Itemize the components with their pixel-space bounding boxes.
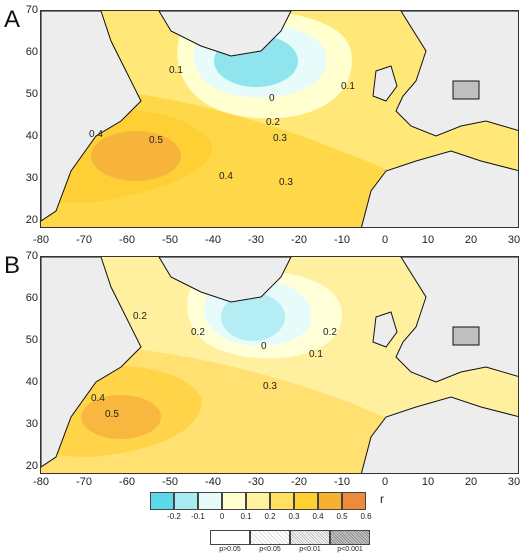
- colorbar-swatch: [342, 492, 366, 510]
- contour-label: 0.1: [341, 81, 355, 92]
- y-tick: 20: [25, 214, 38, 226]
- x-tick: 20: [464, 476, 478, 488]
- y-tick: 60: [25, 292, 38, 304]
- colorbar-swatch: [198, 492, 222, 510]
- x-tick: -30: [248, 476, 264, 488]
- contour-max: [91, 131, 181, 181]
- x-tick: 20: [464, 234, 478, 246]
- x-tick: -60: [119, 234, 135, 246]
- x-tick: -20: [291, 476, 307, 488]
- y-tick: 40: [25, 376, 38, 388]
- contour-label: 0.3: [263, 381, 277, 392]
- x-tick: -40: [205, 234, 221, 246]
- map-a: 0.1 0 0.1 0.2 0.3 0.4 0.5 0.4 0.3: [40, 10, 519, 228]
- y-tick: 70: [25, 250, 38, 262]
- contour-label: 0.5: [105, 409, 119, 420]
- contour-label: 0: [269, 93, 275, 104]
- colorbar-unit: r: [380, 492, 384, 506]
- colorbar-label: 0.3: [288, 512, 300, 521]
- x-tick: -70: [76, 476, 92, 488]
- x-tick: -10: [334, 234, 350, 246]
- contour-label: 0.1: [169, 65, 183, 76]
- highlighted-country: [452, 326, 480, 346]
- y-tick: 30: [25, 172, 38, 184]
- y-tick: 50: [25, 334, 38, 346]
- x-tick: 30: [507, 476, 521, 488]
- x-tick: -60: [119, 476, 135, 488]
- colorbar-swatch: [318, 492, 342, 510]
- colorbar-label: 0.5: [336, 512, 348, 521]
- colorbar-swatch: [294, 492, 318, 510]
- colorbar-label: 0.6: [360, 512, 372, 521]
- panel-b: B 0.2 0.2 0 0.1 0.2 0.3 0.4 0.5 70 60 50…: [0, 246, 528, 492]
- map-b-svg: [41, 257, 518, 473]
- significance-swatch: [250, 530, 290, 545]
- x-tick: -80: [33, 234, 49, 246]
- x-tick: -10: [334, 476, 350, 488]
- contour-neg: [221, 293, 285, 341]
- contour-label: 0.2: [266, 117, 280, 128]
- contour-label: 0.4: [89, 129, 103, 140]
- x-tick: -30: [248, 234, 264, 246]
- contour-label: 0.2: [133, 311, 147, 322]
- colorbar-label: -0.2: [167, 512, 181, 521]
- x-tick: 0: [381, 476, 389, 488]
- significance-swatch: [210, 530, 250, 545]
- contour-label: 0.5: [149, 135, 163, 146]
- colorbar-label: -0.1: [191, 512, 205, 521]
- panel-letter-b: B: [4, 252, 21, 279]
- contour-label: 0.3: [273, 133, 287, 144]
- x-tick: 0: [381, 234, 389, 246]
- africa: [361, 150, 518, 227]
- x-tick: -70: [76, 234, 92, 246]
- y-tick: 40: [25, 130, 38, 142]
- contour-label: 0: [261, 341, 267, 352]
- contour-label: 0.4: [219, 171, 233, 182]
- map-a-svg: [41, 11, 518, 227]
- colorbar-swatch: [270, 492, 294, 510]
- y-tick: 30: [25, 418, 38, 430]
- y-tick: 70: [25, 4, 38, 16]
- y-tick: 60: [25, 46, 38, 58]
- x-tick: -50: [162, 234, 178, 246]
- x-tick: 10: [421, 476, 435, 488]
- colorbar-swatch: [222, 492, 246, 510]
- colorbar-label: 0.2: [264, 512, 276, 521]
- x-tick: 30: [507, 234, 521, 246]
- contour-label: 0.2: [191, 327, 205, 338]
- highlighted-country: [452, 80, 480, 100]
- greenland: [158, 11, 292, 57]
- contour-label: 0.2: [323, 327, 337, 338]
- y-tick: 20: [25, 460, 38, 472]
- contour-max: [81, 395, 161, 439]
- colorbar-label: 0.4: [312, 512, 324, 521]
- contour-label: 0.4: [91, 393, 105, 404]
- colorbar-label: 0: [219, 512, 225, 521]
- europe: [395, 11, 518, 137]
- x-tick: -50: [162, 476, 178, 488]
- colorbar-swatch: [150, 492, 174, 510]
- panel-letter-a: A: [4, 6, 21, 33]
- colorbar-swatch: [174, 492, 198, 510]
- significance-swatch: [290, 530, 330, 545]
- significance-swatch: [330, 530, 370, 545]
- x-tick: -80: [33, 476, 49, 488]
- y-tick: 50: [25, 88, 38, 100]
- x-tick: 10: [421, 234, 435, 246]
- colorbar-swatch: [246, 492, 270, 510]
- british-isles: [372, 65, 398, 102]
- contour-label: 0.3: [279, 177, 293, 188]
- x-tick: -20: [291, 234, 307, 246]
- british-isles: [372, 311, 398, 348]
- north-america: [41, 257, 142, 468]
- europe: [395, 257, 518, 383]
- x-tick: -40: [205, 476, 221, 488]
- contour-label: 0.1: [309, 349, 323, 360]
- africa: [361, 396, 518, 473]
- greenland: [158, 257, 292, 303]
- colorbar-label: 0.1: [240, 512, 252, 521]
- panel-a: A 0.1 0 0.1 0.2 0.3 0.4 0.5 0.4 0.3 70 6…: [0, 0, 528, 246]
- map-b: 0.2 0.2 0 0.1 0.2 0.3 0.4 0.5: [40, 256, 519, 474]
- north-america: [41, 11, 142, 222]
